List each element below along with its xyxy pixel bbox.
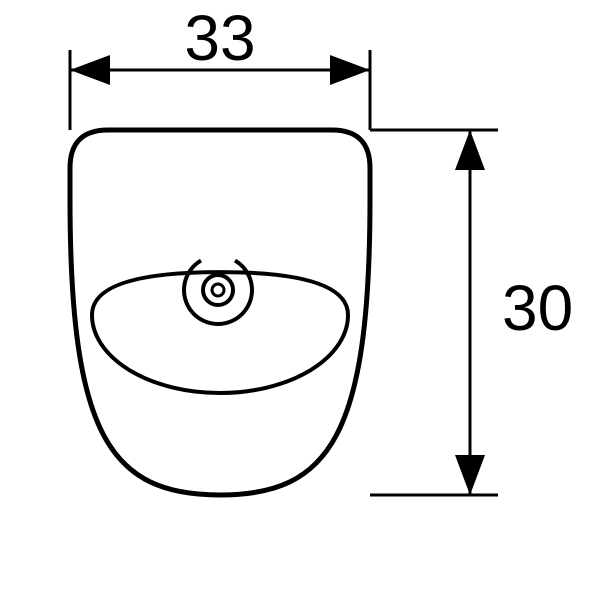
basin-ellipse (92, 272, 348, 393)
dimension-height-value: 30 (502, 272, 573, 344)
nozzle (184, 261, 252, 324)
dimension-width-value: 33 (184, 2, 255, 74)
technical-drawing: 33 30 (0, 0, 600, 600)
product-outline (70, 130, 370, 495)
dimension-width: 33 (70, 2, 370, 130)
dimension-height: 30 (370, 130, 573, 495)
